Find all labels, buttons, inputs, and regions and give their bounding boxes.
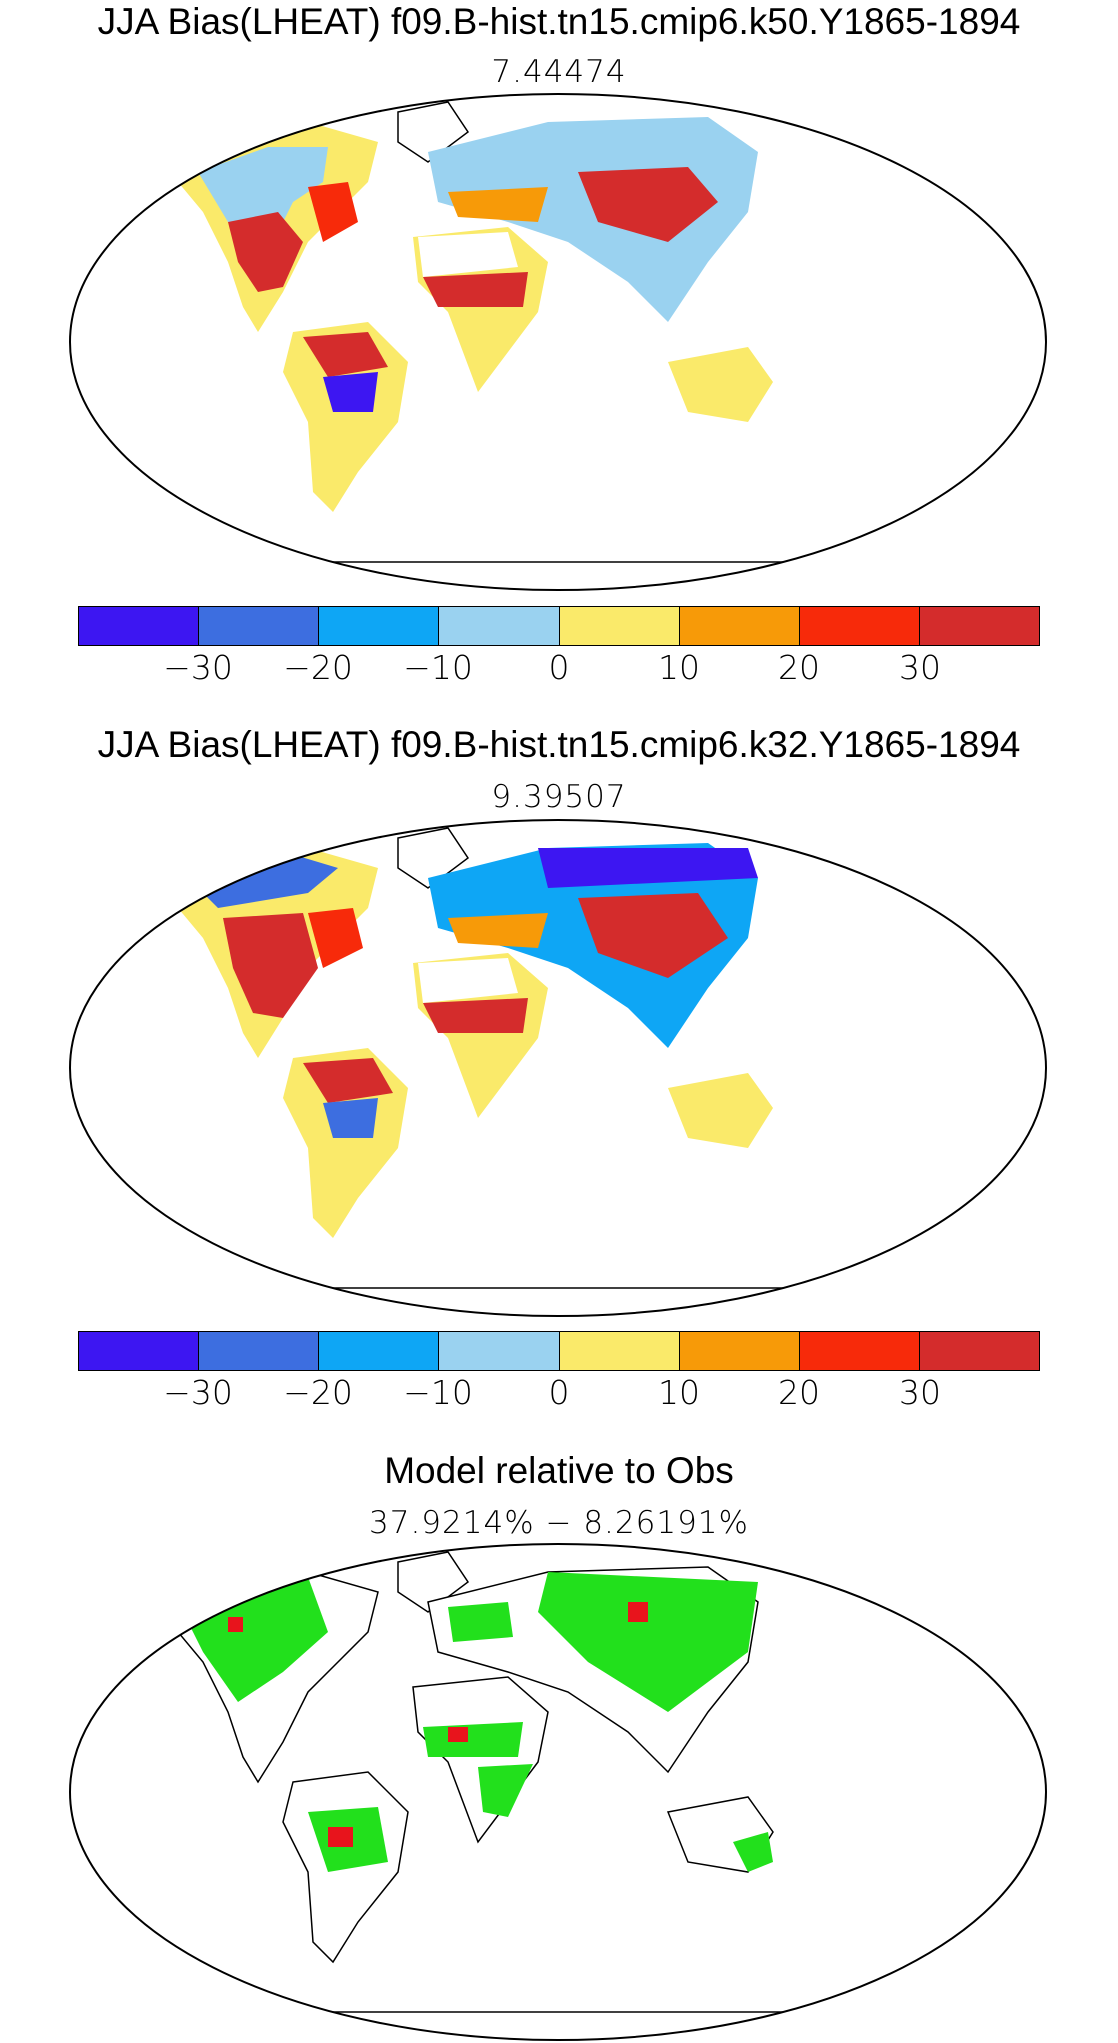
tick-label: −30 [163, 1373, 233, 1412]
colorbar-ticks: −30 −20 −10 0 10 20 30 [78, 1373, 1040, 1413]
siberia-cold-region [538, 848, 758, 888]
colorbar-ticks: −30 −20 −10 0 10 20 30 [78, 648, 1040, 688]
better-region-europe [448, 1602, 513, 1642]
panel-subtitle: 37.9214% − 8.26191% [369, 1505, 749, 1541]
colorbar-bin [679, 607, 800, 645]
colorbar [78, 606, 1040, 646]
north-america-warm-region [223, 913, 318, 1018]
world-map [69, 93, 1047, 591]
worse-region [328, 1827, 353, 1847]
colorbar-bin [919, 1332, 1039, 1370]
panel-subtitle: 7.44474 [491, 54, 627, 90]
tick-label: −20 [283, 648, 353, 687]
amazon-warm-region [303, 332, 388, 377]
better-region-sahel [423, 1722, 523, 1757]
tick-label: −30 [163, 648, 233, 687]
south-america-cold-region [323, 1098, 378, 1138]
tick-label: 10 [658, 1373, 700, 1412]
tick-label: −10 [403, 1373, 473, 1412]
panel-title: JJA Bias(LHEAT) f09.B-hist.tn15.cmip6.k5… [97, 1, 1021, 42]
map-border [69, 93, 1047, 591]
map-border [69, 1543, 1047, 2041]
panel-subtitle: 9.39507 [491, 779, 627, 815]
colorbar-bin [319, 1332, 440, 1370]
worse-region [628, 1602, 648, 1622]
colorbar-bin [799, 607, 920, 645]
colorbar-bin [319, 607, 440, 645]
north-america-cold-region [188, 853, 338, 908]
tick-label: 20 [778, 1373, 820, 1412]
better-region-australia [733, 1832, 773, 1872]
better-region-south-africa [478, 1764, 533, 1817]
colorbar-bin [559, 1332, 680, 1370]
north-america-cool-region [198, 147, 328, 257]
tick-label: −10 [403, 648, 473, 687]
east-na-warm-region [308, 908, 363, 968]
sahara-region [418, 232, 518, 277]
better-region-eurasia [538, 1572, 758, 1712]
colorbar-bin [79, 1332, 200, 1370]
tick-label: 30 [899, 1373, 941, 1412]
south-america-landmass [283, 322, 408, 512]
world-map [69, 819, 1047, 1317]
colorbar-bin [799, 1332, 920, 1370]
sahel-warm-region [423, 272, 528, 307]
colorbar-bin [199, 607, 320, 645]
colorbar-bin [439, 1332, 560, 1370]
tick-label: 20 [778, 648, 820, 687]
colorbar-bin [199, 1332, 320, 1370]
sahara-region [418, 958, 518, 1003]
antarctica [217, 1287, 899, 1316]
asia-warm-region [578, 167, 718, 242]
asia-warm-region [578, 893, 728, 978]
sahel-warm-region [423, 998, 528, 1033]
colorbar-bin [559, 607, 680, 645]
amazon-warm-region [303, 1058, 393, 1103]
antarctica [217, 561, 899, 590]
north-america-warm-region [228, 212, 303, 292]
tick-label: 30 [899, 648, 941, 687]
world-map [69, 1543, 1047, 2041]
colorbar-bin [79, 607, 200, 645]
worse-region [448, 1727, 468, 1742]
tick-label: −20 [283, 1373, 353, 1412]
australia-landmass [668, 347, 773, 422]
australia-landmass [668, 1073, 773, 1148]
colorbar-bin [439, 607, 560, 645]
south-america-cold-region [323, 372, 378, 412]
antarctica [217, 2011, 899, 2040]
east-na-warm-region [308, 182, 358, 242]
colorbar [78, 1331, 1040, 1371]
tick-label: 10 [658, 648, 700, 687]
map-border [69, 819, 1047, 1317]
panel-title: JJA Bias(LHEAT) f09.B-hist.tn15.cmip6.k3… [97, 724, 1021, 765]
colorbar-bin [919, 607, 1039, 645]
tick-label: 0 [548, 1373, 570, 1412]
panel-title: Model relative to Obs [384, 1450, 734, 1491]
europe-warm-region [448, 187, 548, 222]
tick-label: 0 [548, 648, 570, 687]
europe-warm-region [448, 913, 548, 948]
worse-region [228, 1617, 243, 1632]
colorbar-bin [679, 1332, 800, 1370]
africa-outline [412, 1676, 549, 1844]
